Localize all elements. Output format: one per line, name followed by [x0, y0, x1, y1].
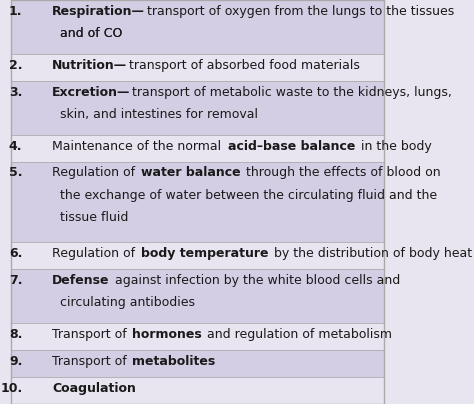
Text: Regulation of: Regulation of [52, 166, 139, 179]
FancyBboxPatch shape [11, 242, 384, 269]
Text: 10.: 10. [0, 382, 22, 395]
Text: skin, and intestines for removal: skin, and intestines for removal [60, 108, 258, 121]
Text: tissue fluid: tissue fluid [60, 210, 128, 224]
FancyBboxPatch shape [11, 135, 384, 162]
FancyBboxPatch shape [11, 81, 384, 135]
Text: water balance: water balance [141, 166, 240, 179]
Text: Coagulation: Coagulation [52, 382, 136, 395]
FancyBboxPatch shape [11, 0, 384, 54]
Text: 3.: 3. [9, 86, 22, 99]
Text: and of CO: and of CO [60, 27, 122, 40]
Text: 6.: 6. [9, 247, 22, 260]
Text: body temperature: body temperature [141, 247, 268, 260]
Text: 1.: 1. [9, 5, 22, 18]
FancyBboxPatch shape [11, 269, 384, 323]
Text: Respiration—: Respiration— [52, 5, 145, 18]
FancyBboxPatch shape [11, 377, 384, 404]
Text: 2.: 2. [9, 59, 22, 72]
Text: 4.: 4. [9, 139, 22, 153]
Text: transport of absorbed food materials: transport of absorbed food materials [128, 59, 359, 72]
Text: transport of metabolic waste to the kidneys, lungs,: transport of metabolic waste to the kidn… [132, 86, 452, 99]
Text: by the distribution of body heat: by the distribution of body heat [270, 247, 472, 260]
Text: metabolites: metabolites [132, 355, 216, 368]
Text: 5.: 5. [9, 166, 22, 179]
Text: 9.: 9. [9, 355, 22, 368]
Text: circulating antibodies: circulating antibodies [60, 296, 195, 309]
FancyBboxPatch shape [11, 323, 384, 350]
Text: Nutrition—: Nutrition— [52, 59, 128, 72]
Text: 8.: 8. [9, 328, 22, 341]
Text: and regulation of metabolism: and regulation of metabolism [203, 328, 392, 341]
Text: Excretion—: Excretion— [52, 86, 131, 99]
FancyBboxPatch shape [11, 162, 384, 242]
Text: Defense: Defense [52, 274, 110, 287]
FancyBboxPatch shape [11, 350, 384, 377]
Text: and of CO: and of CO [60, 27, 122, 40]
Text: Transport of: Transport of [52, 355, 131, 368]
FancyBboxPatch shape [11, 54, 384, 81]
Text: 7.: 7. [9, 274, 22, 287]
Text: the exchange of water between the circulating fluid and the: the exchange of water between the circul… [60, 189, 437, 202]
Text: acid–base balance: acid–base balance [228, 139, 356, 153]
Text: in the body: in the body [357, 139, 432, 153]
Text: transport of oxygen from the lungs to the tissues: transport of oxygen from the lungs to th… [146, 5, 454, 18]
Text: Maintenance of the normal: Maintenance of the normal [52, 139, 225, 153]
Text: Regulation of: Regulation of [52, 247, 139, 260]
Text: against infection by the white blood cells and: against infection by the white blood cel… [110, 274, 400, 287]
Text: hormones: hormones [132, 328, 202, 341]
Text: through the effects of blood on: through the effects of blood on [242, 166, 440, 179]
Text: Transport of: Transport of [52, 328, 131, 341]
